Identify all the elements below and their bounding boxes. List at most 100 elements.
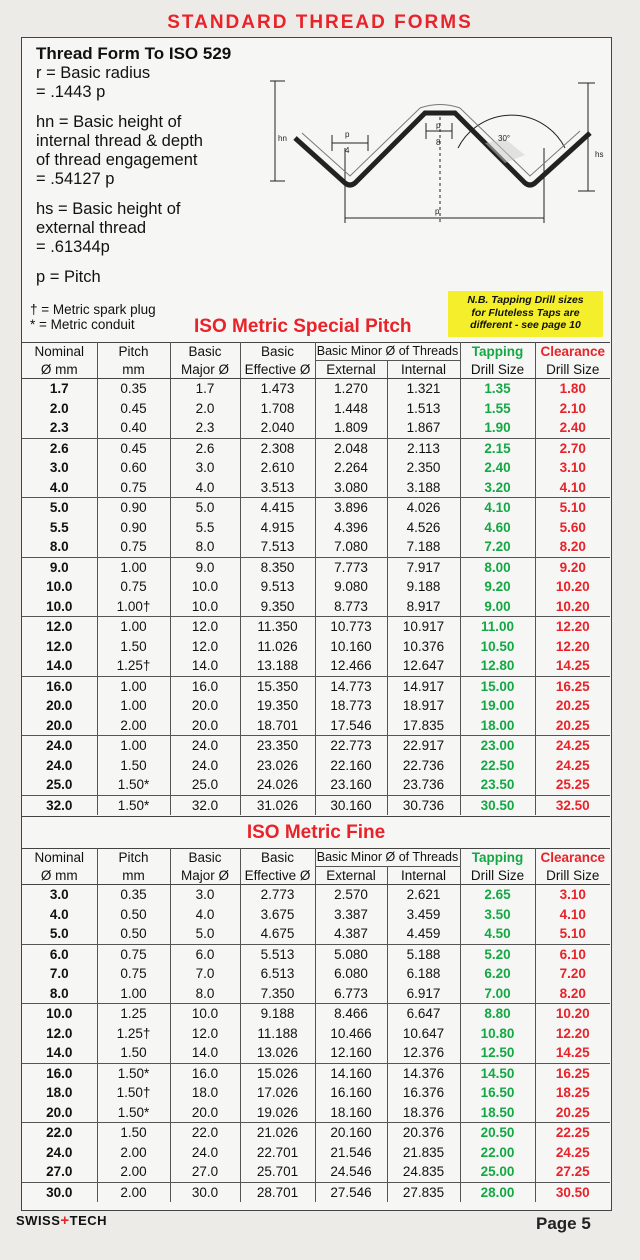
clearance-cell: 5.60 [559, 519, 586, 535]
header-nominal-unit: Ø mm [22, 360, 98, 379]
radius-line-1: r = Basic radius [36, 64, 151, 82]
nominal-cell: 24.0 [22, 1142, 98, 1162]
nominal-cell: 4.0 [22, 477, 98, 498]
internal-cell: 12.376 [387, 1043, 461, 1063]
clearance-cell: 4.10 [559, 479, 586, 495]
external-cell: 4.387 [315, 924, 388, 944]
nominal-cell: 2.6 [22, 437, 98, 458]
header-pitch-unit: mm [97, 360, 171, 379]
metric-fine-table: Nominal Pitch Basic Basic Basic Minor Ø … [22, 848, 610, 1202]
nominal-cell: 10.0 [22, 1003, 98, 1024]
p8-bottom-label: 8 [436, 138, 441, 147]
external-cell: 12.160 [315, 1043, 388, 1063]
pitch-cell: 0.35 [97, 378, 171, 399]
effective-cell: 11.350 [240, 616, 316, 637]
nominal-cell: 12.0 [22, 1023, 98, 1043]
hn-line-4: = .54127 p [36, 170, 115, 188]
internal-cell: 6.188 [387, 964, 461, 984]
nominal-cell: 12.0 [22, 636, 98, 656]
effective-cell: 7.513 [240, 537, 316, 557]
effective-cell: 9.350 [240, 596, 316, 617]
nominal-cell: 12.0 [22, 616, 98, 637]
major-cell: 25.0 [170, 775, 241, 795]
tapping-cell: 1.35 [460, 378, 536, 399]
tapping-cell: 6.20 [460, 964, 536, 984]
tapping-cell: 18.50 [460, 1102, 536, 1123]
nominal-cell: 25.0 [22, 775, 98, 795]
external-cell: 1.270 [315, 378, 388, 399]
radius-line-2: = .1443 p [36, 83, 106, 101]
major-cell: 3.0 [170, 884, 241, 905]
internal-cell: 10.647 [387, 1023, 461, 1043]
internal-cell: 24.835 [387, 1162, 461, 1182]
tapping-cell: 4.60 [460, 517, 536, 537]
clearance-cell: 27.25 [555, 1164, 590, 1179]
pitch-cell: 1.25† [97, 656, 171, 676]
pitch-cell: 0.60 [97, 458, 171, 478]
internal-cell: 7.917 [387, 556, 461, 577]
clearance-cell: 14.25 [555, 1045, 590, 1060]
pitch-cell: 1.50 [97, 636, 171, 656]
header-minor: Basic Minor Ø of Threads [315, 342, 461, 361]
external-cell: 27.546 [315, 1181, 388, 1202]
pitch-cell: 1.50* [97, 794, 171, 815]
table-row: 20.0 1.50* 20.0 19.026 18.160 18.376 18.50 20.2… [22, 1102, 610, 1123]
metric-fine-title: ISO Metric Fine [246, 822, 386, 843]
pitch-cell: 0.75 [97, 577, 171, 597]
pitch-cell: 0.45 [97, 437, 171, 458]
tapping-cell: 12.80 [460, 656, 536, 676]
tapping-cell: 1.90 [460, 418, 536, 438]
major-cell: 5.0 [170, 497, 241, 518]
page-title: STANDARD THREAD FORMS [167, 12, 473, 33]
table-row: 14.0 1.50 14.0 13.026 12.160 12.376 12.50 14.25 [22, 1043, 610, 1063]
logo-swiss: SWISS [16, 1213, 61, 1228]
thread-form-definitions: Thread Form To ISO 529 r = Basic radius … [36, 44, 266, 298]
external-cell: 5.080 [315, 943, 388, 964]
pitch-cell: 1.00 [97, 983, 171, 1004]
table-row: 10.0 1.00† 10.0 9.350 8.773 8.917 9.00 10.20 [22, 596, 610, 617]
tapping-cell: 7.20 [460, 537, 536, 557]
internal-cell: 4.026 [387, 497, 461, 518]
clearance-cell: 24.25 [555, 1144, 590, 1160]
table-row: 20.0 1.00 20.0 19.350 18.773 18.917 19.00 20.25 [22, 696, 610, 716]
note-line-2: for Fluteless Taps are [471, 306, 580, 319]
clearance-cell: 18.25 [555, 1085, 590, 1100]
internal-cell: 8.917 [387, 596, 461, 617]
table-row: 2.0 0.45 2.0 1.708 1.448 1.513 1.55 2.10 [22, 398, 610, 418]
internal-cell: 1.513 [387, 398, 461, 418]
internal-cell: 6.647 [387, 1003, 461, 1024]
effective-cell: 5.513 [240, 943, 316, 964]
external-cell: 10.466 [315, 1023, 388, 1043]
table-row: 5.5 0.90 5.5 4.915 4.396 4.526 4.60 5.60 [22, 517, 610, 537]
table-row: 16.0 1.00 16.0 15.350 14.773 14.917 15.00 16.25 [22, 675, 610, 696]
hs-definition: hs = Basic height of external thread = .… [36, 200, 266, 257]
internal-cell: 2.113 [387, 437, 461, 458]
nominal-cell: 14.0 [22, 656, 98, 676]
pitch-cell: 1.50† [97, 1083, 171, 1103]
tapping-cell: 14.50 [460, 1062, 536, 1083]
table-row: 16.0 1.50* 16.0 15.026 14.160 14.376 14.50 16.2… [22, 1062, 610, 1083]
table-row: 5.0 0.50 5.0 4.675 4.387 4.459 4.50 5.10 [22, 924, 610, 944]
effective-cell: 31.026 [240, 794, 316, 815]
effective-cell: 23.026 [240, 755, 316, 775]
effective-cell: 3.675 [240, 904, 316, 924]
major-cell: 27.0 [170, 1162, 241, 1182]
major-cell: 12.0 [170, 616, 241, 637]
tapping-cell: 22.50 [460, 755, 536, 775]
header-nominal: Nominal [22, 848, 98, 867]
tapping-cell: 16.50 [460, 1083, 536, 1103]
header-internal: Internal [387, 866, 461, 885]
clearance-cell: 20.25 [555, 717, 590, 733]
thread-form-diagram: hn p 4 p 8 30° hs p [270, 80, 603, 223]
clearance-cell: 10.20 [555, 579, 590, 594]
pitch-cell: 1.50* [97, 775, 171, 795]
tapping-cell: 19.00 [460, 696, 536, 716]
pitch-cell: 0.45 [97, 398, 171, 418]
nominal-cell: 16.0 [22, 1062, 98, 1083]
tapping-cell: 2.15 [460, 437, 536, 458]
external-cell: 2.264 [315, 458, 388, 478]
nominal-cell: 9.0 [22, 556, 98, 577]
internal-cell: 6.917 [387, 983, 461, 1004]
major-cell: 9.0 [170, 556, 241, 577]
nominal-cell: 10.0 [22, 596, 98, 617]
